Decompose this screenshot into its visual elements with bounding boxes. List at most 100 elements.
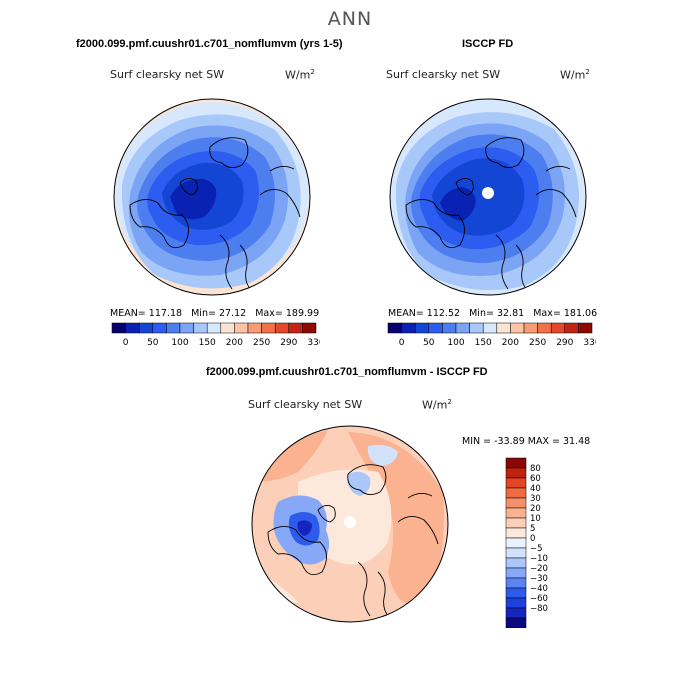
model-colorbar-tick-label: 200	[226, 338, 243, 348]
model-max: 189.99	[285, 308, 320, 319]
diff-coastlines	[267, 464, 439, 619]
model-colorbar-box	[138, 322, 154, 334]
obs-coastlines	[405, 137, 577, 292]
diff-colorbar-box	[505, 457, 527, 469]
diff-polar-map	[251, 425, 449, 623]
obs-colorbar-box	[387, 322, 402, 334]
obs-mean: 112.52	[426, 308, 461, 319]
diff-colorbar-box	[505, 597, 527, 609]
obs-region-0	[440, 187, 476, 221]
model-colorbar-box	[247, 322, 262, 334]
obs-colorbar-tick-label: 200	[502, 338, 519, 348]
diff-stats: MIN = -33.89 MAX = 31.48	[462, 436, 591, 447]
obs-colorbar-box	[469, 322, 484, 334]
diff-colorbar-box	[505, 577, 527, 589]
obs-variable-label: Surf clearsky net SW	[386, 68, 501, 81]
diff-colorbar-tick-label: 30	[530, 494, 541, 504]
obs-colorbar-tick-label: 100	[447, 338, 464, 348]
obs-colorbar-box	[442, 322, 457, 334]
model-colorbar-box	[193, 322, 208, 334]
diff-colorbar-box	[505, 497, 527, 509]
diff-colorbar-tick-label: −20	[530, 564, 548, 574]
diff-colorbar-box	[505, 557, 527, 569]
model-colorbar-tick-label: 290	[280, 338, 297, 348]
obs-colorbar-tick-label: 330	[583, 338, 596, 348]
model-panel-title: f2000.099.pmf.cuushr01.c701_nomflumvm (y…	[76, 38, 343, 50]
obs-colorbar: 0 50 100 150 200 250 290 330	[387, 322, 596, 348]
diff-colorbar-tick-label: −10	[530, 554, 548, 564]
model-colorbar-box	[152, 322, 167, 334]
model-units-label: W/m2	[285, 68, 315, 82]
diff-colorbar-tick-label: −30	[530, 574, 548, 584]
model-region-0	[170, 178, 217, 220]
obs-colorbar-box	[496, 322, 511, 334]
model-colorbar-tick-label: 330	[307, 338, 320, 348]
diff-colorbar-tick-label: −40	[530, 584, 548, 594]
obs-colorbar-box	[428, 322, 443, 334]
obs-min: 32.81	[496, 308, 525, 319]
diff-colorbar-tick-label: 20	[530, 504, 541, 514]
obs-units-label: W/m2	[560, 68, 590, 82]
obs-panel-title: ISCCP FD	[462, 38, 514, 50]
model-colorbar-box	[234, 322, 249, 334]
diff-colorbar-box	[505, 477, 527, 489]
diff-colorbar-tick-label: 80	[530, 464, 541, 474]
model-colorbar-box	[288, 322, 303, 334]
model-mean: 117.18	[148, 308, 183, 319]
model-colorbar-box	[111, 322, 126, 334]
diff-colorbar-box	[505, 617, 527, 628]
obs-stats: MEAN= 112.52 Min= 32.81 Max= 181.06	[388, 308, 598, 319]
model-colorbar-tick-label: 150	[199, 338, 216, 348]
diff-colorbar-tick-label: 60	[530, 474, 541, 484]
obs-colorbar-box	[550, 322, 566, 334]
model-colorbar-tick-label: 50	[147, 338, 159, 348]
diff-max: 31.48	[563, 436, 591, 447]
model-colorbar-box	[274, 322, 290, 334]
model-stats: MEAN= 117.18 Min= 27.12 Max= 189.99	[110, 308, 320, 319]
diff-colorbar-box	[505, 537, 527, 549]
obs-colorbar-box	[414, 322, 430, 334]
model-colorbar-box	[125, 322, 140, 334]
obs-colorbar-box	[523, 322, 538, 334]
obs-polar-map	[389, 98, 587, 296]
model-colorbar-tick-label: 0	[123, 338, 129, 348]
diff-missing-pole	[344, 516, 356, 528]
diff-colorbar-tick-label: 0	[530, 534, 535, 544]
diff-colorbar-box	[505, 467, 527, 479]
diff-region-neg-60	[297, 520, 312, 536]
model-colorbar-box	[206, 322, 222, 334]
obs-colorbar-box	[455, 322, 470, 334]
model-colorbar-box	[166, 322, 181, 334]
obs-missing-pole	[482, 187, 494, 199]
obs-colorbar-tick-label: 50	[423, 338, 435, 348]
obs-colorbar-box	[537, 322, 552, 334]
obs-colorbar-box	[510, 322, 525, 334]
diff-colorbar-box	[505, 487, 527, 499]
obs-colorbar-tick-label: 0	[399, 338, 405, 348]
obs-colorbar-tick-label: 250	[529, 338, 546, 348]
main-title: ANN	[327, 8, 373, 30]
diff-panel-title: f2000.099.pmf.cuushr01.c701_nomflumvm - …	[206, 366, 488, 378]
model-coastlines	[129, 137, 301, 292]
diff-colorbar-tick-label: −5	[530, 544, 543, 554]
obs-colorbar-tick-label: 290	[556, 338, 573, 348]
obs-colorbar-box	[564, 322, 579, 334]
diff-colorbar-tick-label: 10	[530, 514, 541, 524]
diff-colorbar-box	[505, 587, 527, 599]
diff-colorbar-tick-label: −80	[530, 604, 548, 614]
diff-colorbar-box	[505, 547, 527, 559]
diff-colorbar-box	[505, 527, 527, 539]
obs-colorbar-tick-label: 150	[475, 338, 492, 348]
model-colorbar: 0 50 100 150 200 250 290 330	[111, 322, 320, 348]
diff-colorbar-tick-label: 40	[530, 484, 541, 494]
obs-colorbar-box	[578, 322, 593, 334]
model-colorbar-box	[261, 322, 276, 334]
model-colorbar-box	[179, 322, 194, 334]
model-colorbar-tick-label: 250	[253, 338, 270, 348]
diff-units-label: W/m2	[422, 398, 452, 412]
model-colorbar-box	[220, 322, 235, 334]
obs-max: 181.06	[563, 308, 598, 319]
diff-region-nw	[253, 430, 328, 482]
model-colorbar-tick-label: 100	[171, 338, 188, 348]
